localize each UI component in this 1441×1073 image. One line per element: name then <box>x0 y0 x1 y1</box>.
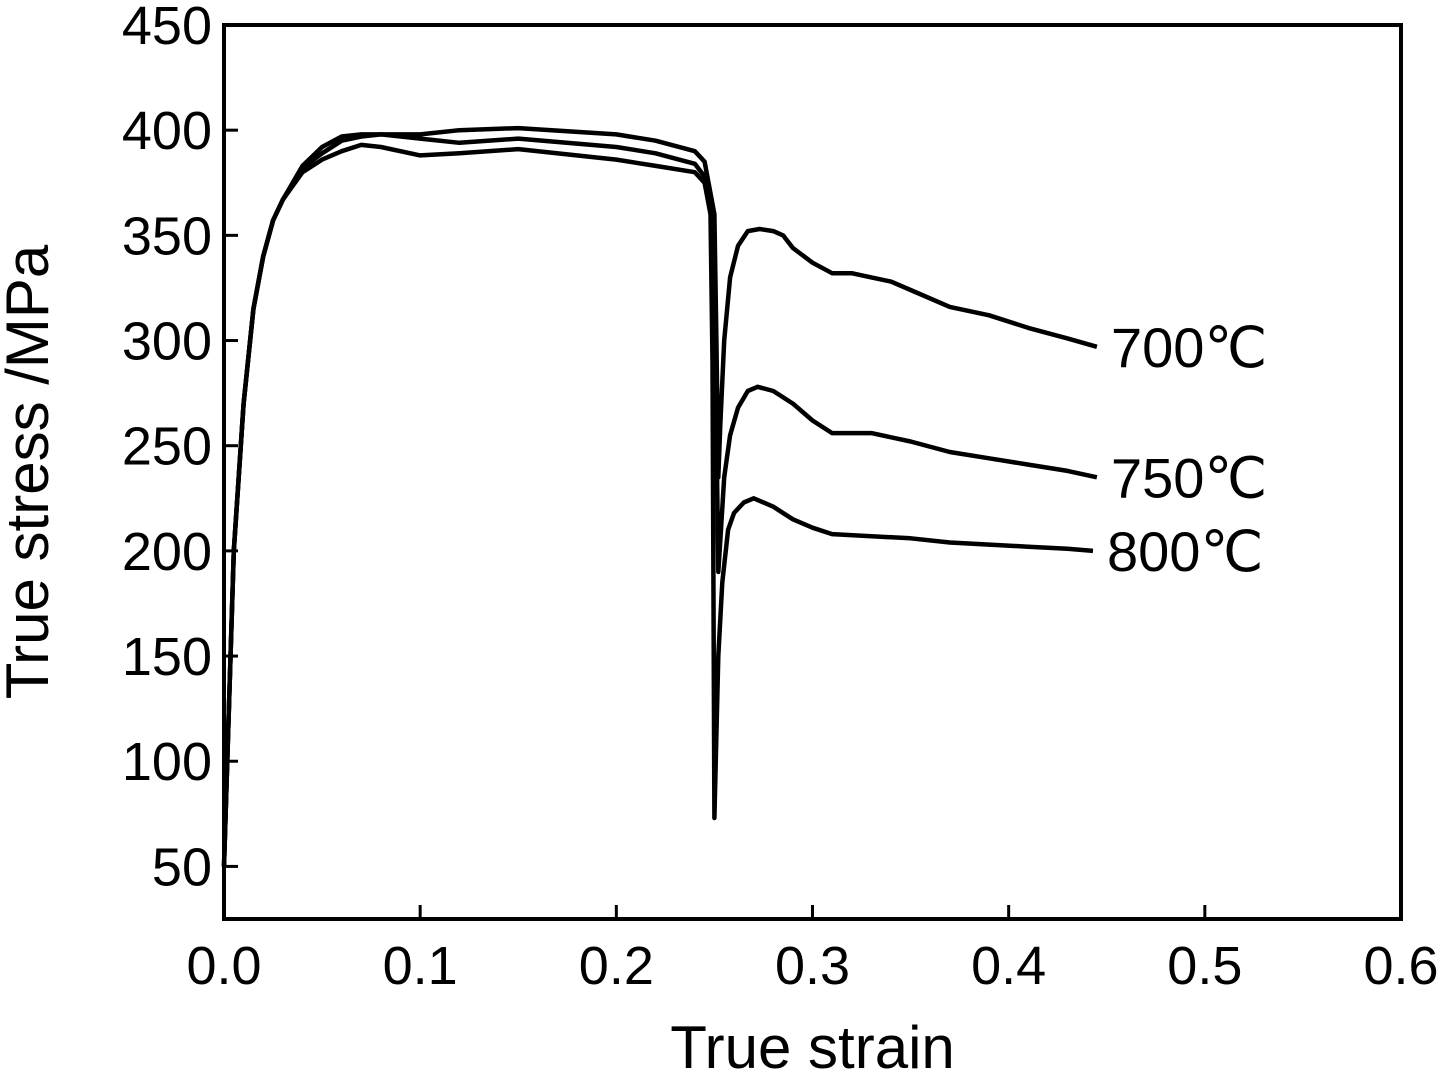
series-line-1 <box>221 132 1098 867</box>
x-tick-label: 0.2 <box>579 936 654 996</box>
series-line-2 <box>221 142 1094 867</box>
y-tick-label: 400 <box>122 101 212 161</box>
y-tick-label: 300 <box>122 312 212 372</box>
x-tick-label: 0.0 <box>186 936 261 996</box>
y-tick-label: 250 <box>122 417 212 477</box>
series-line-0 <box>221 125 1098 867</box>
y-tick-label: 350 <box>122 206 212 266</box>
x-tick-label: 0.4 <box>971 936 1046 996</box>
y-tick-label: 150 <box>122 627 212 687</box>
x-tick-label: 0.1 <box>383 936 458 996</box>
y-axis-title: True stress /MPa <box>0 244 61 699</box>
curves-layer <box>221 125 1098 867</box>
x-axis-title: True strain <box>670 1014 955 1073</box>
x-tick-label: 0.6 <box>1363 936 1438 996</box>
y-tick-label: 100 <box>122 732 212 792</box>
y-tick-label: 200 <box>122 522 212 582</box>
series-labels-layer: 700℃ 750℃ 800℃ <box>1107 316 1267 584</box>
series-label-2: 800℃ <box>1107 520 1263 584</box>
series-label-1: 750℃ <box>1111 446 1267 510</box>
y-tick-label: 450 <box>122 0 212 56</box>
series-label-0: 700℃ <box>1111 316 1267 380</box>
ticks-layer: 0.0 0.1 0.2 0.3 0.4 0.5 0.6 50 100 150 200 250 300 35… <box>122 0 1439 996</box>
x-tick-label: 0.5 <box>1167 936 1242 996</box>
y-tick-label: 50 <box>152 837 212 897</box>
x-tick-label: 0.3 <box>775 936 850 996</box>
